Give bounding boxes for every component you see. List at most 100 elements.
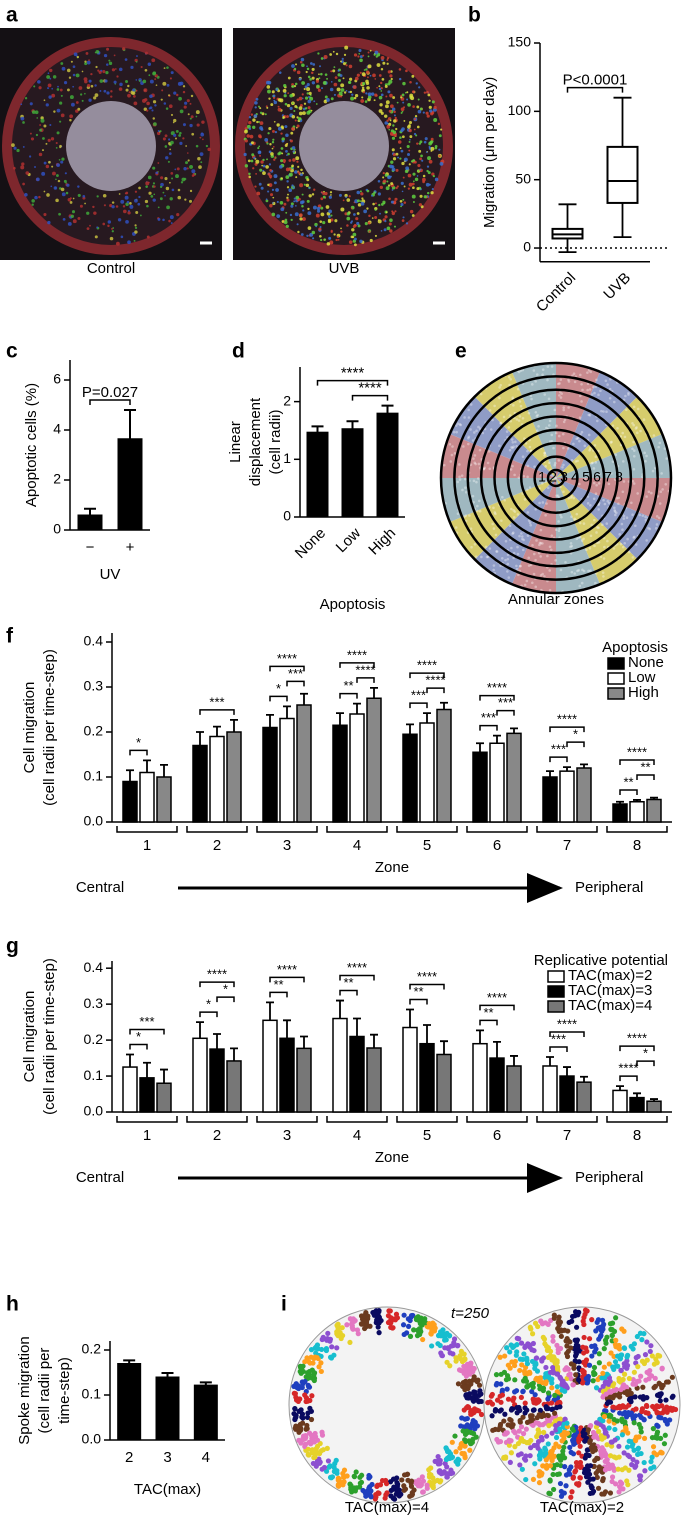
cell bbox=[344, 1322, 349, 1327]
speckle bbox=[280, 159, 283, 162]
speckle bbox=[324, 55, 328, 59]
cell bbox=[505, 1430, 510, 1435]
cell bbox=[501, 1418, 506, 1423]
cell bbox=[551, 1445, 556, 1450]
speckle bbox=[332, 242, 334, 244]
cell bbox=[374, 1484, 379, 1489]
speckle bbox=[388, 129, 390, 131]
cell-dot bbox=[559, 391, 562, 394]
speckle bbox=[378, 204, 380, 206]
cell bbox=[581, 1350, 586, 1355]
speckle bbox=[23, 146, 25, 148]
speckle bbox=[362, 72, 366, 76]
cell bbox=[307, 1385, 312, 1390]
speckle bbox=[308, 96, 310, 98]
speckle bbox=[284, 203, 287, 206]
x-tick-label: 8 bbox=[633, 837, 641, 854]
cell bbox=[577, 1359, 582, 1364]
cell-dot bbox=[475, 555, 478, 558]
error-bar bbox=[382, 406, 394, 414]
error-bar bbox=[440, 1041, 448, 1054]
speckle bbox=[295, 205, 297, 207]
speckle bbox=[355, 94, 358, 97]
cell bbox=[470, 1397, 475, 1402]
bar bbox=[157, 1083, 171, 1112]
cell-dot bbox=[536, 373, 539, 376]
cell-dot bbox=[602, 410, 605, 413]
cell-dot bbox=[564, 418, 567, 421]
cell bbox=[626, 1410, 631, 1415]
significance-label: * bbox=[136, 1029, 141, 1044]
speckle bbox=[174, 169, 176, 171]
speckle bbox=[389, 223, 392, 226]
cell-dot bbox=[479, 510, 482, 513]
speckle bbox=[409, 81, 412, 84]
cell-dot bbox=[594, 461, 597, 464]
speckle bbox=[145, 69, 148, 72]
significance-bracket bbox=[620, 1046, 654, 1051]
cell bbox=[424, 1483, 429, 1488]
cell-dot bbox=[544, 465, 547, 468]
speckle bbox=[166, 107, 168, 109]
cell bbox=[644, 1404, 649, 1409]
speckle bbox=[338, 70, 340, 72]
speckle bbox=[295, 176, 297, 178]
cell bbox=[622, 1361, 627, 1366]
speckle bbox=[88, 99, 91, 102]
cell-dot bbox=[589, 504, 592, 507]
speckle bbox=[320, 239, 322, 241]
cell bbox=[606, 1399, 611, 1404]
speckle bbox=[206, 145, 208, 147]
speckle bbox=[41, 172, 45, 176]
error-bar bbox=[126, 770, 134, 781]
cell bbox=[608, 1453, 613, 1458]
cell-dot bbox=[478, 500, 481, 503]
cell bbox=[522, 1369, 527, 1374]
speckle bbox=[48, 72, 50, 74]
speckle bbox=[110, 95, 112, 97]
error-bar bbox=[476, 743, 484, 752]
cell bbox=[475, 1398, 480, 1403]
speckle bbox=[289, 173, 293, 177]
speckle bbox=[417, 170, 419, 172]
group-bracket bbox=[467, 826, 527, 832]
cell bbox=[408, 1318, 413, 1323]
speckle bbox=[305, 107, 307, 109]
error-bar bbox=[266, 715, 274, 728]
speckle bbox=[335, 76, 338, 79]
cell bbox=[493, 1407, 498, 1412]
cell bbox=[624, 1354, 629, 1359]
speckle bbox=[392, 168, 396, 172]
speckle bbox=[416, 142, 418, 144]
speckle bbox=[390, 161, 393, 164]
cell bbox=[651, 1444, 656, 1449]
speckle bbox=[399, 68, 402, 71]
cell-dot bbox=[509, 414, 512, 417]
speckle bbox=[276, 214, 280, 218]
x-tick-label: UVB bbox=[600, 269, 634, 303]
speckle bbox=[59, 121, 61, 123]
cell bbox=[608, 1350, 613, 1355]
cell-dot bbox=[459, 423, 462, 426]
cell-dot bbox=[517, 513, 520, 516]
cell bbox=[616, 1467, 621, 1472]
speckle bbox=[387, 63, 389, 65]
y-tick-label: 100 bbox=[508, 102, 532, 118]
cell bbox=[388, 1315, 393, 1320]
cell-dot bbox=[633, 406, 636, 409]
speckle bbox=[422, 180, 425, 183]
speckle bbox=[60, 89, 63, 92]
significance-label: **** bbox=[347, 647, 367, 662]
cell bbox=[548, 1349, 553, 1354]
cell bbox=[465, 1404, 470, 1409]
speckle bbox=[295, 196, 299, 200]
x-tick-label: 2 bbox=[125, 1449, 133, 1466]
speckle bbox=[46, 75, 50, 79]
speckle bbox=[309, 187, 311, 189]
speckle bbox=[383, 180, 386, 183]
speckle bbox=[299, 112, 303, 116]
speckle bbox=[389, 74, 392, 77]
cell bbox=[543, 1374, 548, 1379]
speckle bbox=[337, 236, 339, 238]
cell-dot bbox=[597, 508, 600, 511]
